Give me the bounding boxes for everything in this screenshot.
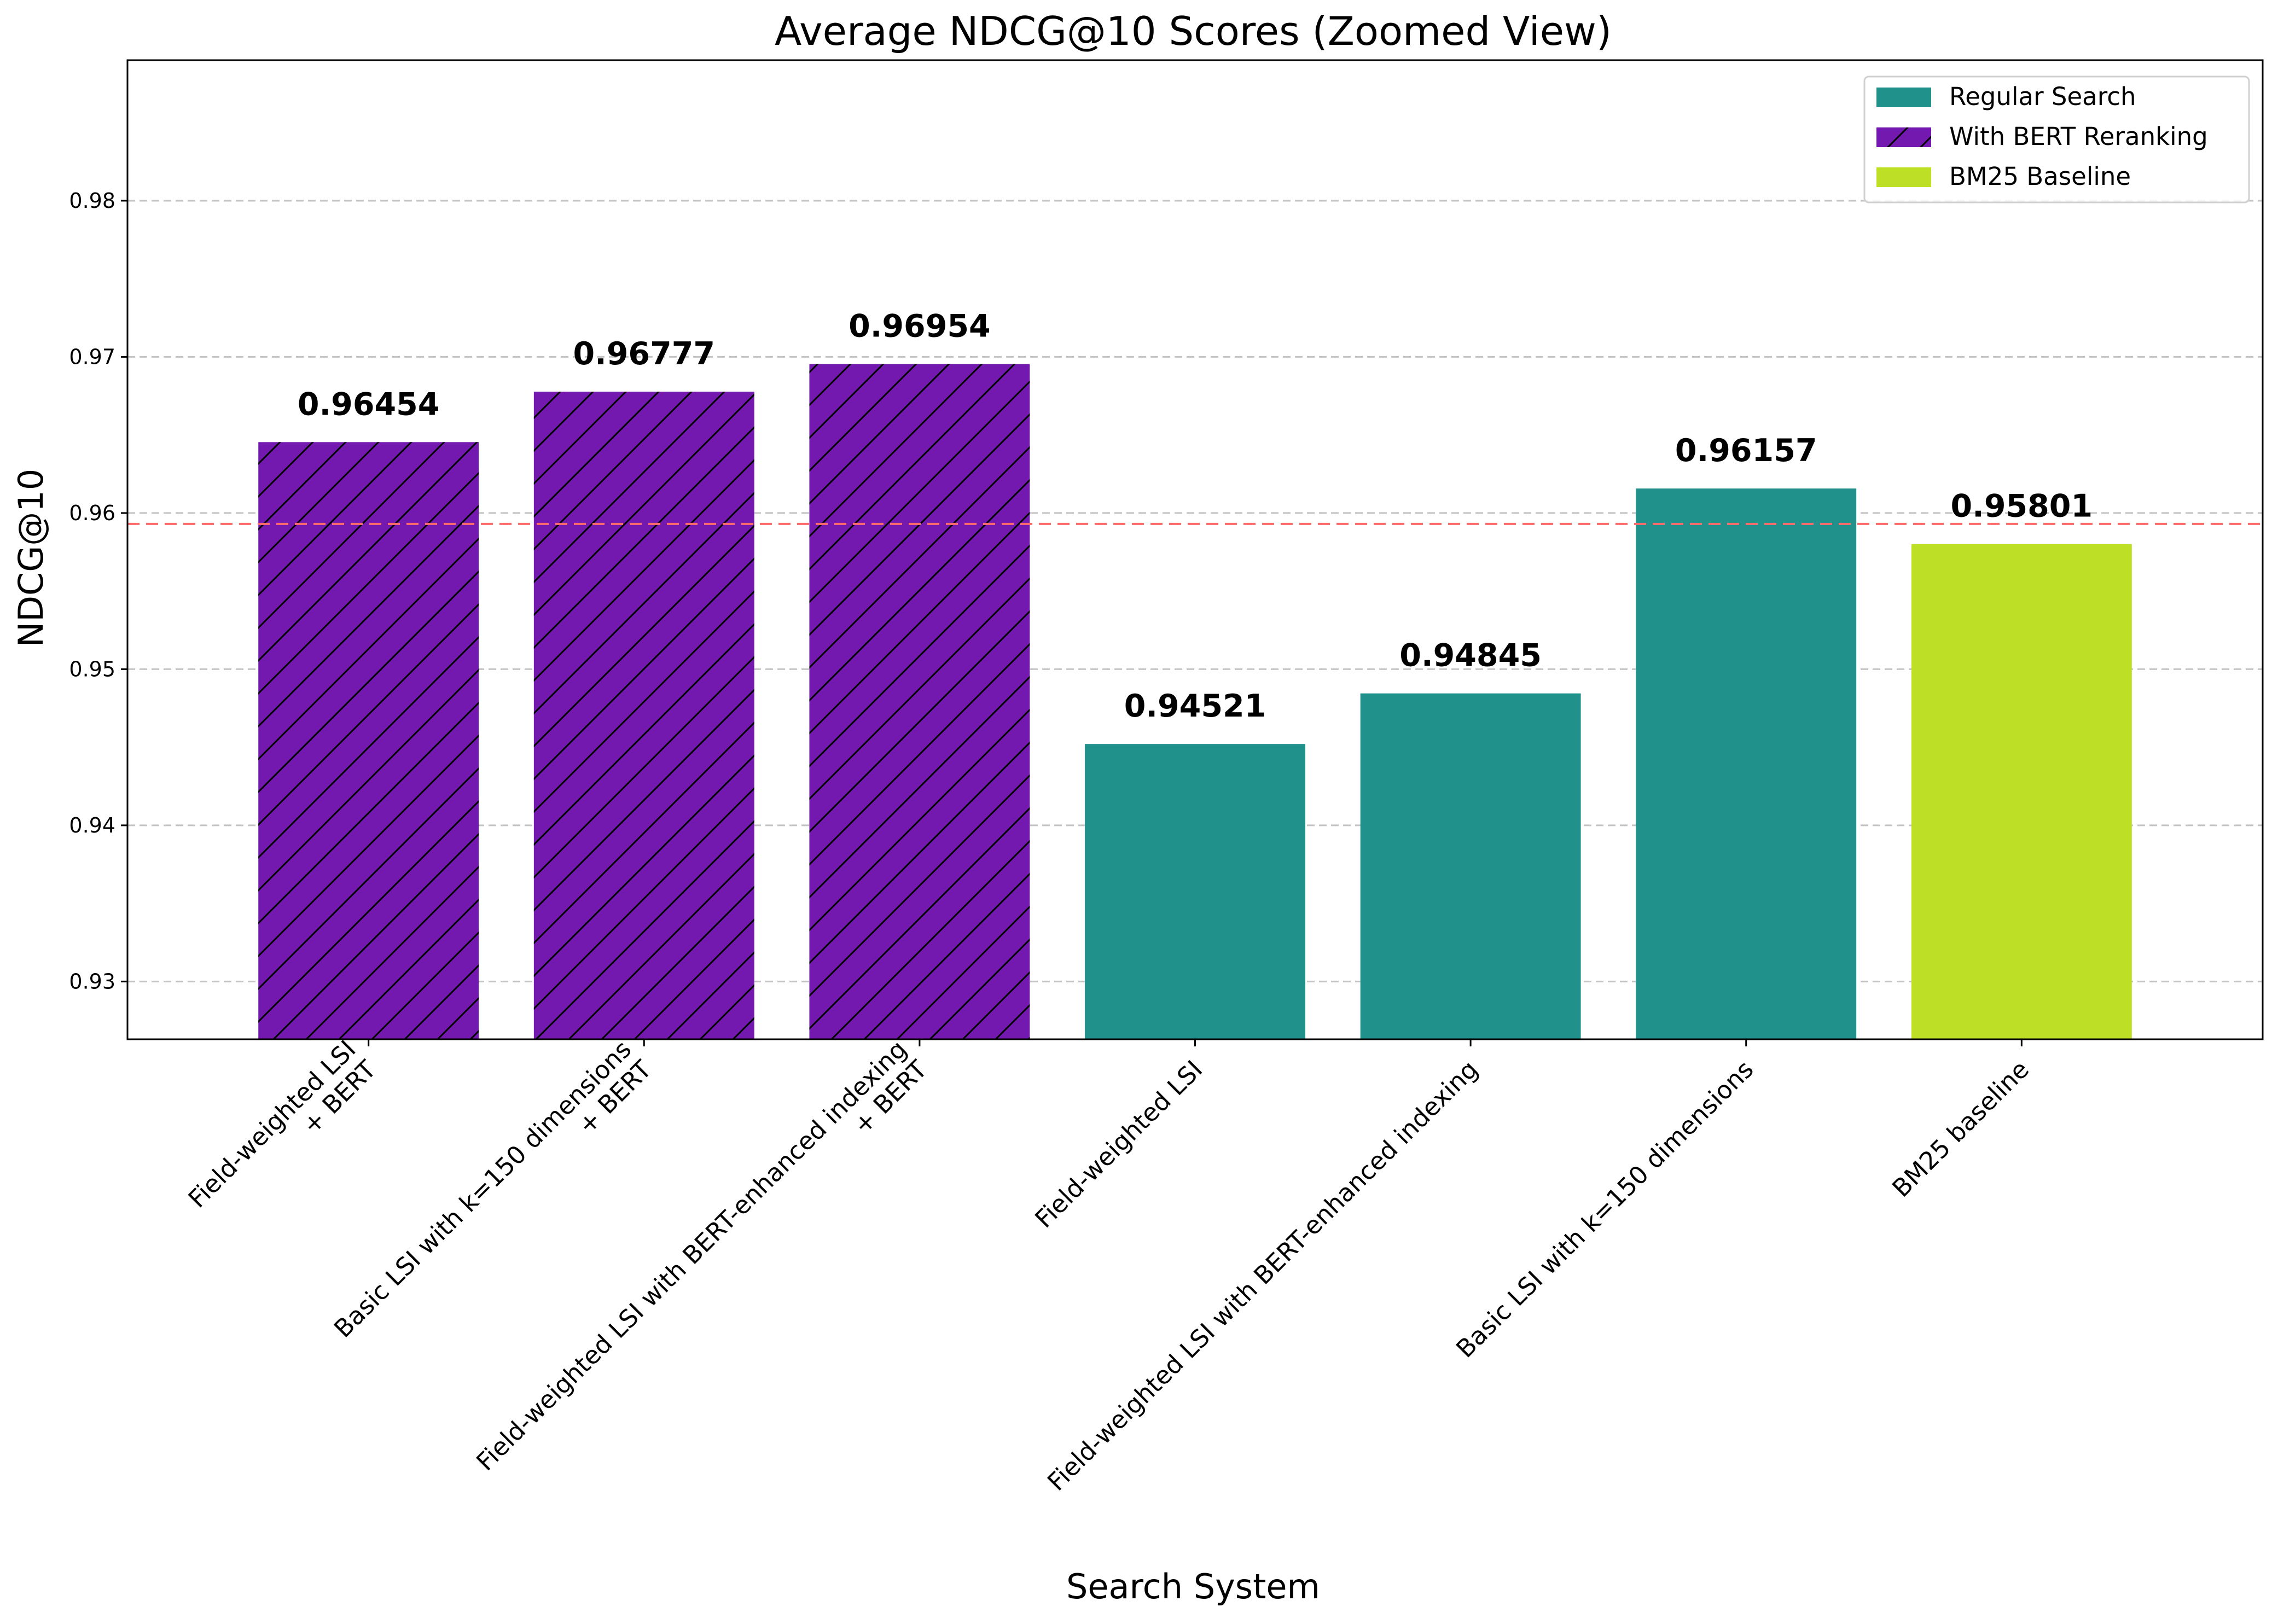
x-tick-label: Field-weighted LSI with BERT-enhanced in…	[1042, 1055, 1484, 1497]
bar	[1636, 488, 1857, 1039]
legend-label: Regular Search	[1949, 82, 2136, 111]
bar-hatch	[533, 392, 754, 1040]
x-tick-label: Field-weighted LSI	[1029, 1055, 1208, 1233]
y-tick-label: 0.97	[69, 345, 115, 369]
legend-swatch	[1876, 88, 1931, 107]
value-label: 0.96954	[849, 308, 991, 345]
grid-lines	[127, 200, 2263, 982]
value-labels: 0.96454 0.96777 0.96954 0.94521 0.94845 0.961…	[298, 308, 2093, 725]
bars	[258, 364, 2132, 1040]
bar-hatch	[809, 364, 1030, 1039]
y-axis: 0.93 0.94 0.95 0.96 0.97 0.98	[69, 189, 127, 993]
x-axis-label: Search System	[1066, 1567, 1320, 1606]
y-tick-label: 0.96	[69, 501, 115, 525]
chart-title: Average NDCG@10 Scores (Zoomed View)	[775, 8, 1612, 54]
x-tick-label: Basic LSI with k=150 dimensions+ BERT	[328, 1034, 657, 1363]
value-label: 0.94521	[1124, 688, 1266, 724]
legend-swatch-hatch	[1876, 127, 1931, 147]
x-tick-label-line: Basic LSI with k=150 dimensions	[1450, 1055, 1759, 1363]
value-label: 0.96157	[1675, 433, 1817, 469]
y-tick-label: 0.93	[69, 969, 115, 993]
x-tick-label: Basic LSI with k=150 dimensions	[1450, 1055, 1759, 1363]
x-tick-label-line: Field-weighted LSI	[1029, 1055, 1208, 1233]
bar	[1360, 693, 1581, 1039]
bar	[1911, 544, 2132, 1039]
bar	[1085, 744, 1305, 1039]
bar-hatch	[258, 442, 479, 1040]
x-tick-label-line: Field-weighted LSI	[183, 1035, 362, 1214]
legend-label: BM25 Baseline	[1949, 162, 2131, 191]
legend-swatch	[1876, 167, 1931, 187]
y-tick-label: 0.94	[69, 813, 115, 837]
x-tick-label-line: Field-weighted LSI with BERT-enhanced in…	[470, 1035, 913, 1477]
y-axis-label: NDCG@10	[11, 469, 51, 647]
value-label: 0.96454	[298, 386, 440, 422]
x-tick-label-line: BM25 baseline	[1886, 1055, 2035, 1203]
x-tick-label: Field-weighted LSI+ BERT	[183, 1034, 382, 1233]
y-tick-label: 0.95	[69, 657, 115, 681]
value-label: 0.95801	[1951, 488, 2093, 525]
x-tick-label: BM25 baseline	[1886, 1055, 2035, 1203]
legend-label: With BERT Reranking	[1949, 122, 2208, 151]
value-label: 0.96777	[573, 336, 715, 372]
legend-box	[1863, 75, 2250, 203]
x-tick-label-line: Field-weighted LSI with BERT-enhanced in…	[1042, 1055, 1484, 1497]
value-label: 0.94845	[1399, 638, 1542, 674]
y-tick-label: 0.98	[69, 189, 115, 213]
x-tick-label: Field-weighted LSI with BERT-enhanced in…	[470, 1034, 933, 1497]
legend: Regular Search With BERT Reranking BM25 Ba…	[1863, 75, 2250, 203]
